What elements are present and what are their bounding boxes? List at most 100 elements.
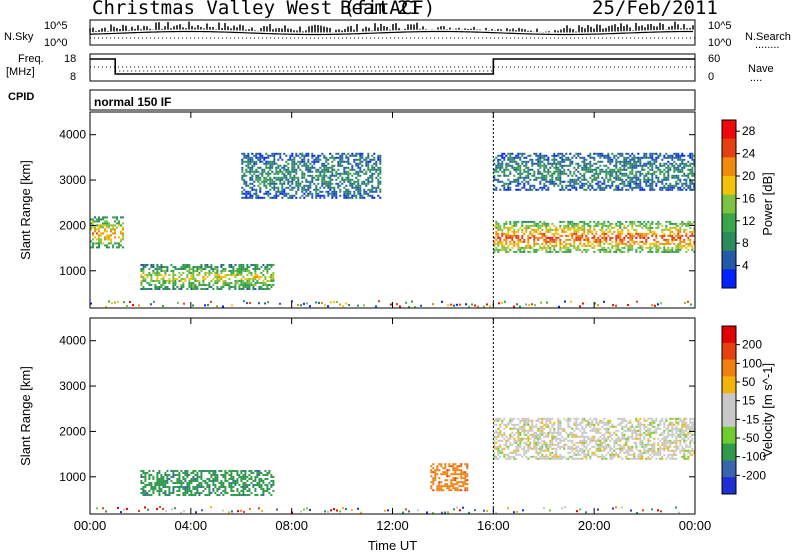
data-cell: [667, 238, 670, 241]
data-cell: [541, 431, 544, 434]
data-cell: [180, 288, 183, 290]
data-cell: [569, 184, 572, 187]
data-cell: [677, 174, 680, 177]
data-cell: [515, 188, 518, 191]
data-cell: [683, 166, 686, 169]
data-cell: [244, 270, 247, 272]
data-cell: [363, 196, 366, 199]
data-cell: [353, 168, 356, 171]
data-cell: [240, 480, 243, 482]
data-cell: [657, 250, 660, 253]
data-cell: [503, 224, 506, 227]
data-cell: [599, 238, 602, 241]
data-cell: [250, 274, 253, 276]
data-cell: [331, 172, 334, 175]
data-cell: [501, 240, 504, 243]
data-cell: [333, 164, 336, 167]
data-cell: [232, 480, 235, 482]
data-cell: [146, 276, 149, 278]
data-cell: [633, 164, 636, 167]
data-cell: [327, 192, 330, 195]
data-cell: [619, 162, 622, 165]
data-cell: [617, 174, 620, 177]
data-cell: [593, 417, 596, 420]
data-cell: [507, 445, 510, 448]
data-cell: [553, 246, 556, 249]
data-cell: [615, 184, 618, 187]
data-cell: [687, 176, 690, 179]
data-cell: [533, 238, 536, 241]
data-cell: [258, 482, 261, 484]
data-cell: [631, 186, 634, 189]
data-cell: [218, 486, 221, 488]
data-cell: [339, 156, 342, 159]
data-cell: [503, 170, 506, 173]
data-cell: [629, 242, 632, 245]
data-cell: [523, 423, 526, 426]
data-cell: [162, 270, 165, 272]
data-cell: [521, 429, 524, 432]
data-cell: [317, 156, 320, 159]
data-cell: [519, 226, 522, 229]
data-cell: [369, 170, 372, 173]
data-cell: [505, 423, 508, 426]
data-cell: [533, 170, 536, 173]
data-cell: [583, 164, 586, 167]
data-cell: [575, 156, 578, 159]
data-cell: [305, 154, 308, 157]
data-cell: [655, 240, 658, 243]
data-cell: [497, 449, 500, 452]
data-cell: [345, 196, 348, 199]
data-cell: [263, 196, 266, 199]
data-cell: [627, 184, 630, 187]
data-cell: [351, 194, 354, 197]
data-cell: [593, 240, 596, 243]
data-cell: [102, 224, 104, 227]
data-cell: [184, 474, 187, 476]
data-cell: [192, 304, 194, 307]
data-cell: [511, 166, 514, 169]
data-cell: [311, 170, 314, 173]
data-cell: [343, 190, 346, 193]
data-cell: [511, 156, 514, 159]
data-cell: [669, 186, 672, 189]
data-cell: [230, 470, 233, 472]
data-cell: [603, 170, 606, 173]
data-cell: [567, 451, 570, 454]
data-cell: [657, 224, 660, 227]
data-cell: [377, 158, 380, 161]
data-cell: [553, 457, 556, 460]
data-cell: [567, 250, 570, 253]
data-cell: [651, 246, 654, 249]
data-cell: [188, 474, 191, 476]
data-cell: [228, 270, 231, 272]
data-cell: [517, 172, 520, 175]
data-cell: [287, 186, 290, 189]
data-cell: [549, 236, 552, 239]
data-cell: [511, 242, 514, 245]
data-cell: [256, 482, 259, 484]
data-cell: [525, 443, 528, 446]
data-cell: [573, 423, 576, 426]
data-cell: [679, 156, 682, 159]
data-cell: [295, 162, 298, 165]
data-cell: [687, 184, 690, 187]
data-cell: [247, 160, 250, 163]
data-cell: [641, 172, 644, 175]
data-cell: [270, 486, 273, 488]
data-cell: [474, 304, 476, 307]
data-cell: [281, 182, 284, 185]
data-cell: [541, 228, 544, 231]
data-cell: [240, 284, 243, 286]
data-cell: [517, 429, 520, 432]
data-cell: [495, 164, 498, 167]
data-cell: [567, 228, 570, 231]
data-cell: [275, 152, 278, 155]
data-cell: [637, 232, 640, 235]
data-cell: [351, 152, 354, 155]
data-cell: [643, 234, 646, 237]
data-cell: [493, 441, 496, 444]
data-cell: [263, 176, 266, 179]
data-cell: [691, 182, 694, 185]
data-cell: [543, 184, 546, 187]
